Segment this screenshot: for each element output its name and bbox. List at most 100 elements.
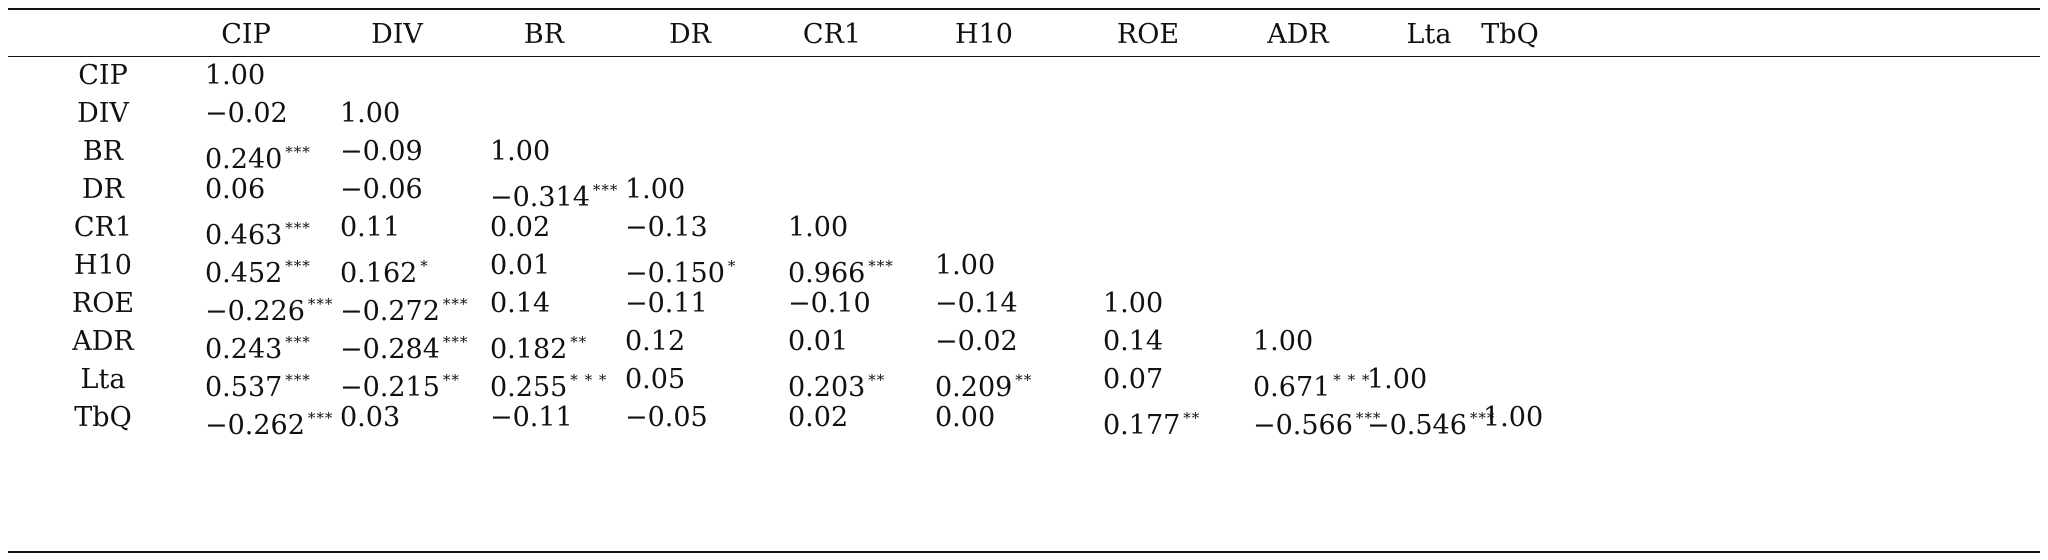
table-cell: 0.240 *** bbox=[205, 137, 311, 175]
cell-value: 0.203 bbox=[788, 372, 866, 403]
cell-value: −0.546 bbox=[1367, 410, 1467, 441]
cell-value: 0.14 bbox=[490, 288, 551, 319]
significance-stars: ** bbox=[442, 371, 460, 389]
cell-value: −0.11 bbox=[625, 288, 708, 319]
significance-stars: ** bbox=[868, 371, 886, 389]
table-cell: −0.150 * bbox=[625, 251, 736, 289]
table-cell: −0.215 ** bbox=[340, 365, 460, 403]
table-cell: 0.06 bbox=[205, 175, 265, 205]
significance-stars: *** bbox=[592, 181, 619, 199]
significance-stars: * * * bbox=[570, 371, 608, 389]
cell-value: −0.566 bbox=[1253, 410, 1353, 441]
table-cell: −0.11 bbox=[625, 289, 708, 319]
significance-stars: *** bbox=[285, 143, 311, 161]
cell-value: 1.00 bbox=[205, 60, 266, 91]
table-cell: 1.00 bbox=[205, 61, 265, 91]
table-cell: 0.243 *** bbox=[205, 327, 311, 365]
cell-value: 0.12 bbox=[625, 326, 686, 357]
column-header: BR bbox=[523, 19, 565, 50]
table-cell: 0.182 ** bbox=[490, 327, 587, 365]
table-cell: 0.966 *** bbox=[788, 251, 894, 289]
row-label: ADR bbox=[72, 326, 134, 357]
column-header: DR bbox=[669, 19, 711, 50]
row-label: BR bbox=[82, 136, 124, 167]
table-cell: −0.546 *** bbox=[1367, 403, 1495, 441]
cell-value: 1.00 bbox=[1103, 288, 1164, 319]
cell-value: 0.05 bbox=[625, 364, 686, 395]
cell-value: 0.03 bbox=[340, 402, 401, 433]
cell-value: 0.07 bbox=[1103, 364, 1164, 395]
table-cell: −0.02 bbox=[935, 327, 1018, 357]
significance-stars: *** bbox=[442, 295, 469, 313]
significance-stars: * * * bbox=[1333, 371, 1371, 389]
row-label: DIV bbox=[77, 98, 129, 129]
table-cell: 0.01 bbox=[788, 327, 848, 357]
row-label: CR1 bbox=[73, 212, 133, 243]
column-header: TbQ bbox=[1481, 19, 1539, 50]
column-header: H10 bbox=[955, 19, 1013, 50]
table-cell: 1.00 bbox=[788, 213, 848, 243]
cell-value: −0.06 bbox=[340, 174, 423, 205]
table-cell: 0.00 bbox=[935, 403, 995, 433]
row-label: Lta bbox=[80, 364, 126, 395]
table-cell: 1.00 bbox=[1483, 403, 1543, 433]
table-cell: −0.314 *** bbox=[490, 175, 618, 213]
cell-value: 0.162 bbox=[340, 258, 418, 289]
cell-value: 1.00 bbox=[935, 250, 996, 281]
table-cell: 0.07 bbox=[1103, 365, 1163, 395]
table-cell: 0.01 bbox=[490, 251, 550, 281]
significance-stars: *** bbox=[285, 333, 311, 351]
table-cell: 0.177 ** bbox=[1103, 403, 1200, 441]
table-cell: −0.06 bbox=[340, 175, 423, 205]
cell-value: 0.02 bbox=[788, 402, 849, 433]
table-cell: 0.14 bbox=[490, 289, 550, 319]
cell-value: −0.02 bbox=[205, 98, 288, 129]
table-cell: 0.209 ** bbox=[935, 365, 1032, 403]
cell-value: 0.00 bbox=[935, 402, 996, 433]
table-top-rule bbox=[8, 8, 2040, 10]
cell-value: 0.243 bbox=[205, 334, 283, 365]
row-label: CIP bbox=[78, 60, 128, 91]
table-cell: −0.262 *** bbox=[205, 403, 333, 441]
column-header: ADR bbox=[1267, 19, 1329, 50]
table-cell: 1.00 bbox=[1367, 365, 1427, 395]
significance-stars: *** bbox=[285, 257, 311, 275]
cell-value: 0.966 bbox=[788, 258, 866, 289]
significance-stars: *** bbox=[442, 333, 469, 351]
cell-value: 0.537 bbox=[205, 372, 283, 403]
significance-stars: ** bbox=[1015, 371, 1033, 389]
cell-value: −0.11 bbox=[490, 402, 573, 433]
cell-value: 0.01 bbox=[788, 326, 849, 357]
table-cell: 0.203 ** bbox=[788, 365, 885, 403]
column-header: CR1 bbox=[802, 19, 862, 50]
table-cell: −0.226 *** bbox=[205, 289, 333, 327]
cell-value: −0.284 bbox=[340, 334, 440, 365]
significance-stars: *** bbox=[285, 371, 311, 389]
cell-value: 0.06 bbox=[205, 174, 266, 205]
cell-value: 0.463 bbox=[205, 220, 283, 251]
table-cell: 0.463 *** bbox=[205, 213, 311, 251]
cell-value: 1.00 bbox=[1367, 364, 1428, 395]
table-cell: −0.284 *** bbox=[340, 327, 468, 365]
table-cell: 1.00 bbox=[625, 175, 685, 205]
significance-stars: *** bbox=[307, 409, 334, 427]
cell-value: 0.255 bbox=[490, 372, 568, 403]
table-cell: −0.11 bbox=[490, 403, 573, 433]
cell-value: −0.02 bbox=[935, 326, 1018, 357]
cell-value: −0.14 bbox=[935, 288, 1018, 319]
cell-value: 1.00 bbox=[490, 136, 551, 167]
cell-value: −0.314 bbox=[490, 182, 590, 213]
cell-value: 0.11 bbox=[340, 212, 401, 243]
row-label: TbQ bbox=[74, 402, 132, 433]
cell-value: 0.182 bbox=[490, 334, 568, 365]
cell-value: 1.00 bbox=[1253, 326, 1314, 357]
table-cell: 0.255 * * * bbox=[490, 365, 607, 403]
cell-value: 0.14 bbox=[1103, 326, 1164, 357]
table-cell: 0.03 bbox=[340, 403, 400, 433]
significance-stars: *** bbox=[285, 219, 311, 237]
table-cell: 0.02 bbox=[788, 403, 848, 433]
table-cell: 0.671 * * * bbox=[1253, 365, 1370, 403]
significance-stars: *** bbox=[1355, 409, 1382, 427]
cell-value: −0.272 bbox=[340, 296, 440, 327]
row-label: H10 bbox=[74, 250, 132, 281]
